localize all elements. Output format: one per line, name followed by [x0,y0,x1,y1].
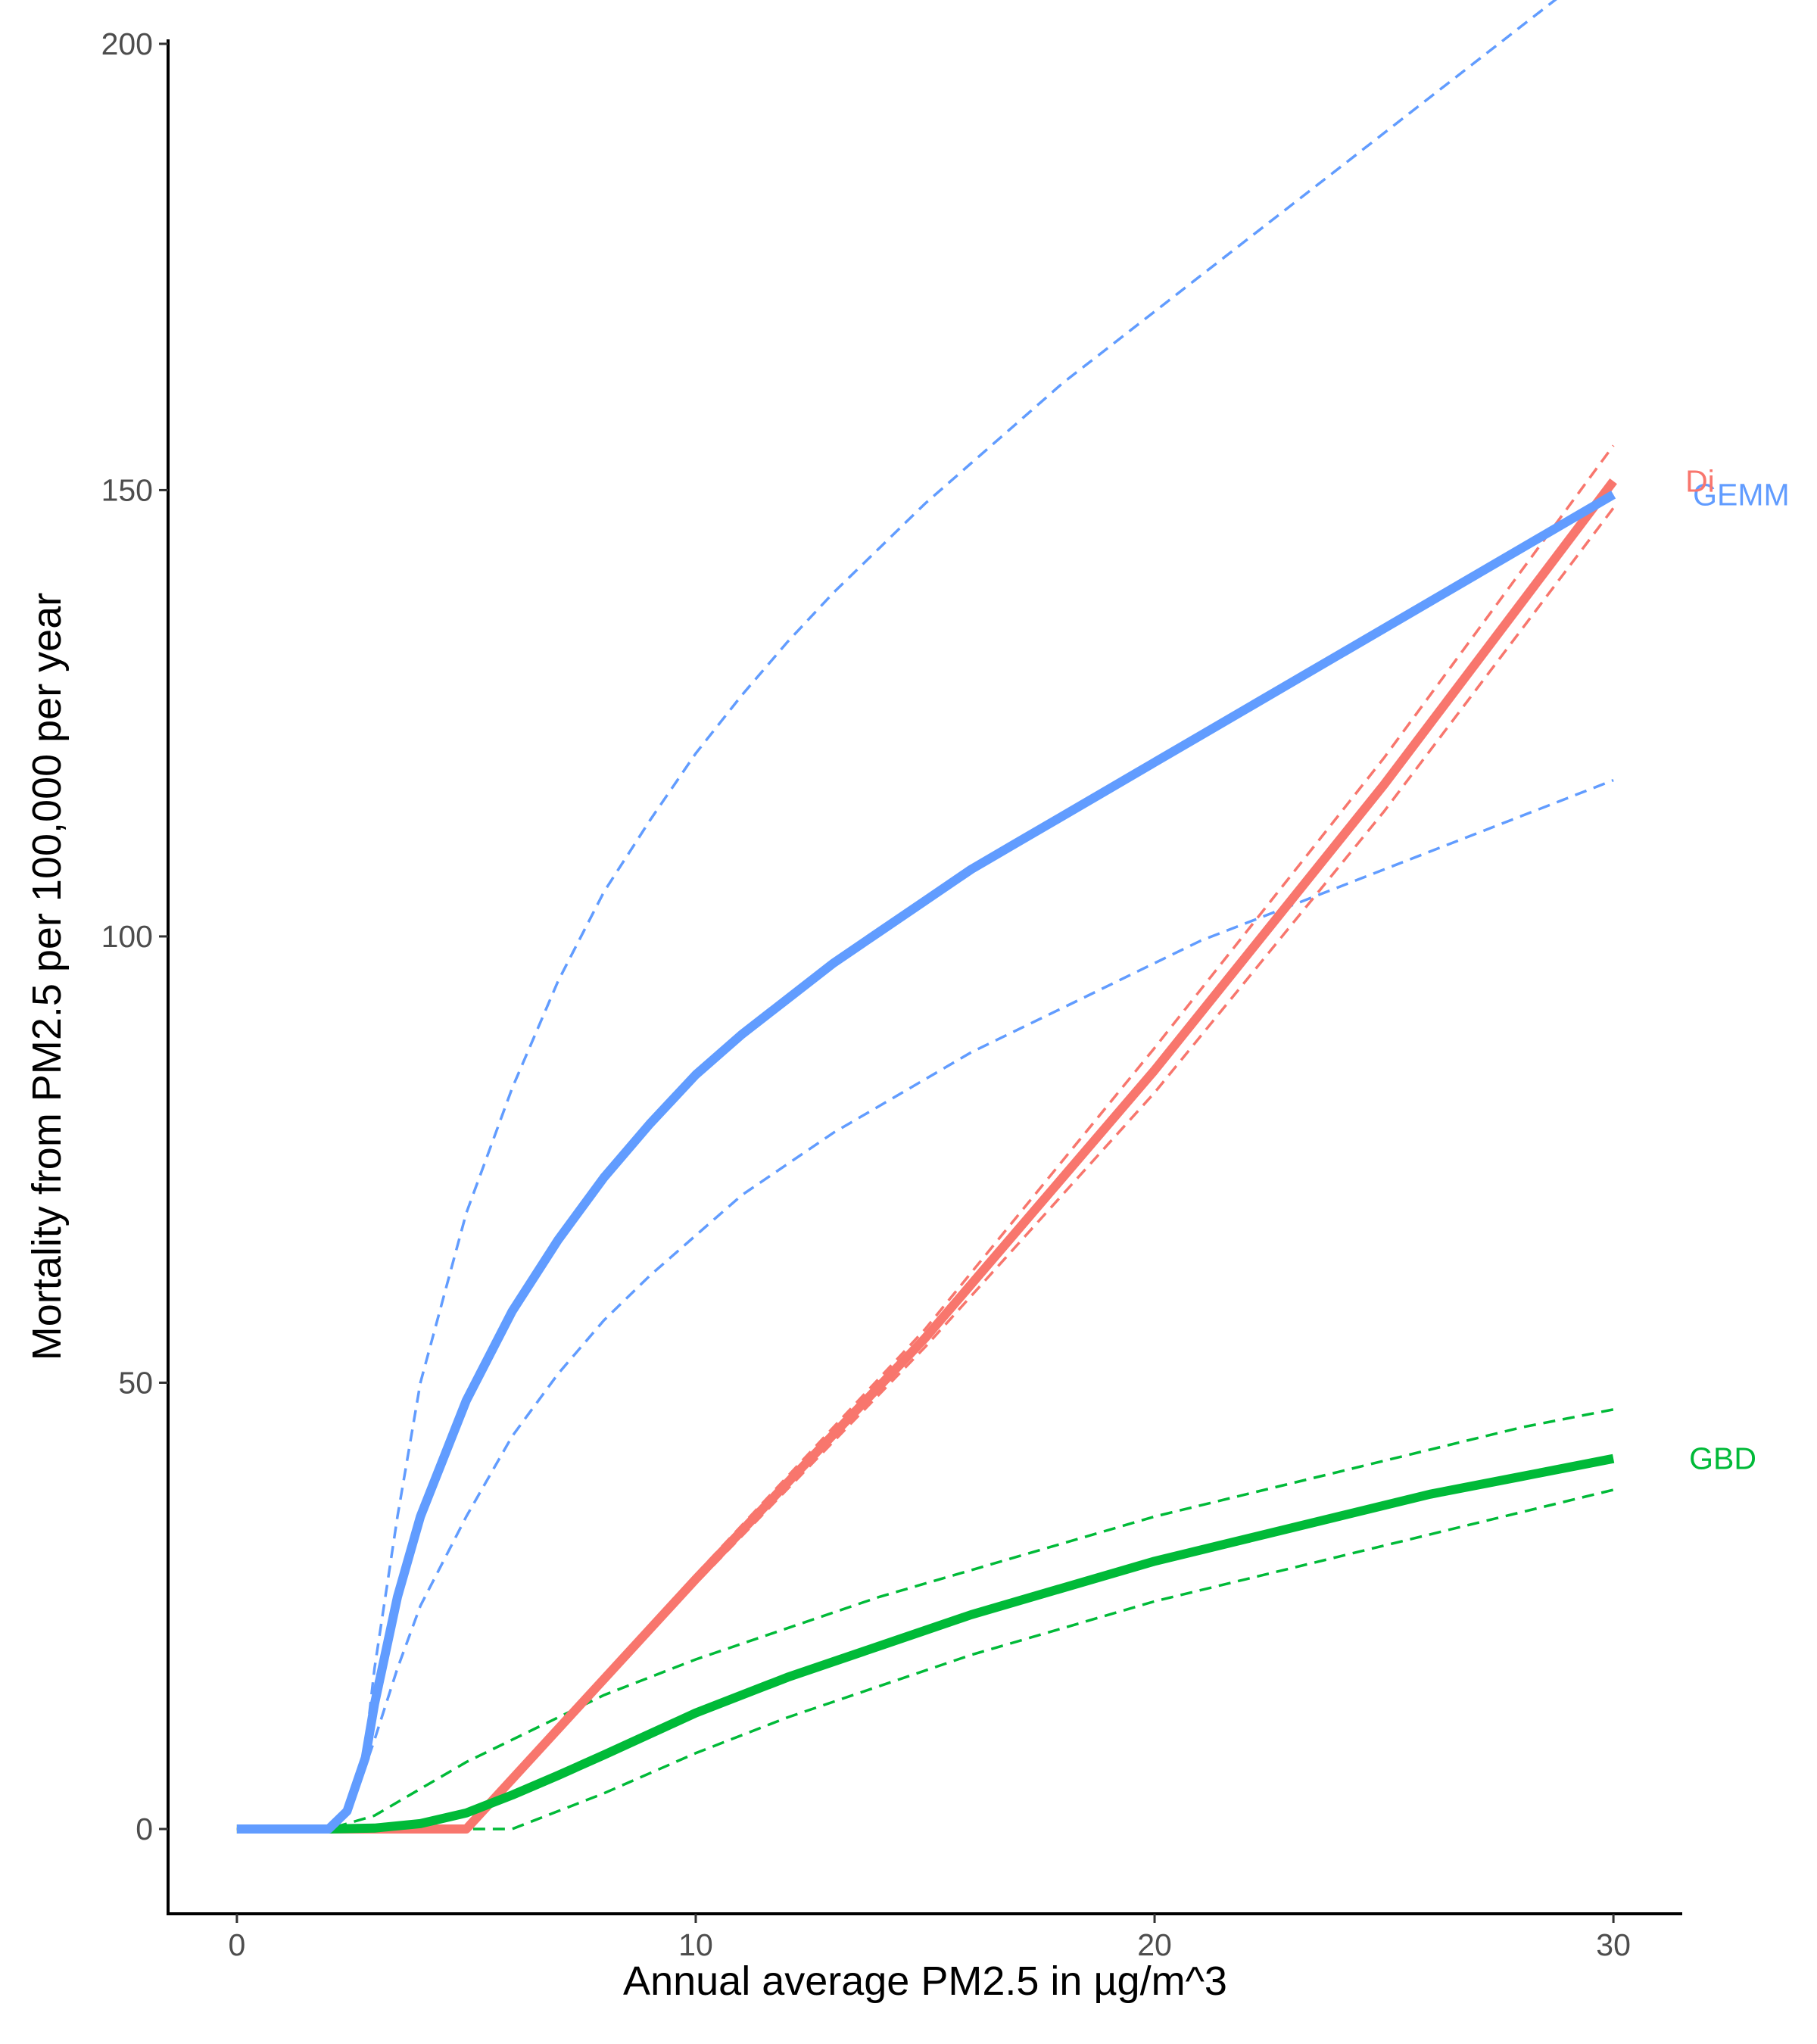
gbd-series-label: GBD [1689,1441,1756,1476]
gemm-upper-ci-line [236,0,1557,1831]
axis-layer [167,39,1682,1915]
y-tick-label: 200 [101,26,153,61]
tick-layer: 0 10 20 30 0 50 100 150 200 [101,26,1631,1962]
gemm-series-line [236,491,1616,1834]
y-tick-label: 100 [101,919,153,954]
di-series-label: Di [1685,464,1715,499]
di-upper-ci-line [236,444,1615,1831]
series-line-layer [236,478,1617,1834]
x-tick-label: 20 [1137,1927,1172,1962]
x-axis-title: Annual average PM2.5 in µg/m^3 [623,1958,1227,2004]
di-lower-ci-line [236,506,1615,1831]
gbd-lower-ci-line [236,1488,1614,1831]
x-tick-label: 10 [678,1927,713,1962]
y-tick-label: 150 [101,472,153,507]
x-tick-label: 0 [229,1927,246,1962]
gemm-lower-ci-line [236,778,1614,1831]
gbd-series-line [236,1454,1615,1834]
confidence-interval-layer [236,0,1615,1831]
y-axis-title: Mortality from PM2.5 per 100,000 per yea… [24,593,70,1360]
gbd-upper-ci-line [236,1408,1614,1831]
y-tick-label: 0 [136,1812,153,1846]
y-tick-label: 50 [118,1365,153,1400]
x-tick-label: 30 [1596,1927,1631,1962]
gemm-series-label: GEMM [1693,477,1790,512]
